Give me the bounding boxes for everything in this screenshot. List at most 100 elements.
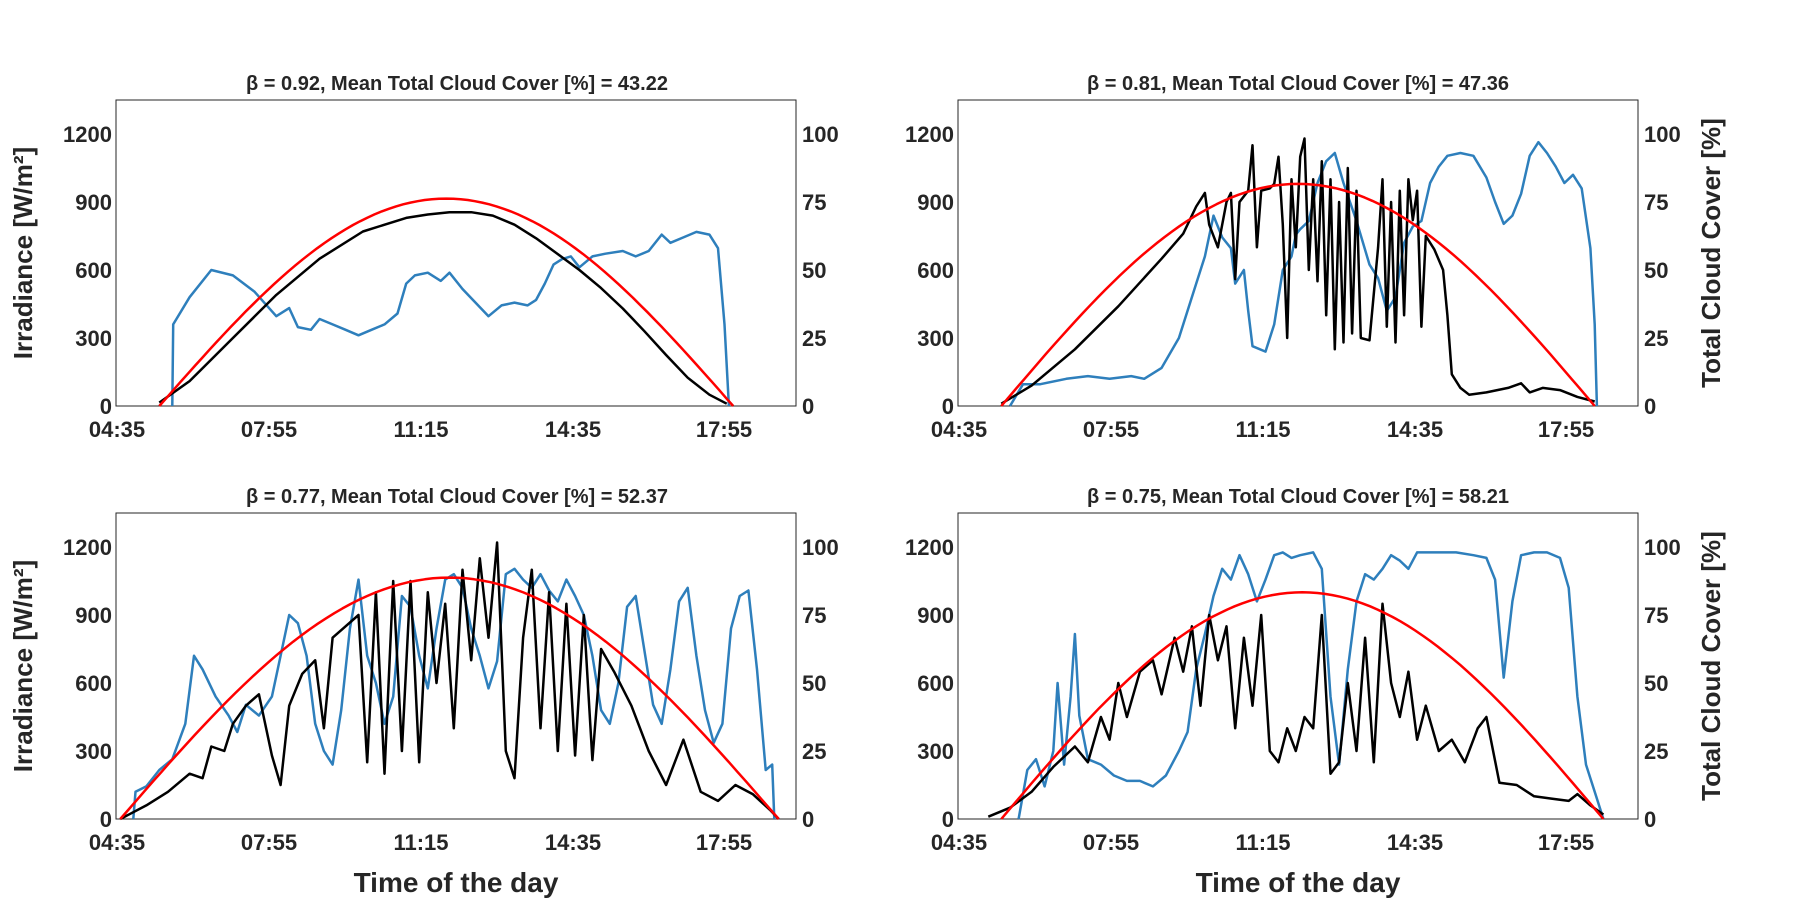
chart-panel-bottom-right: β = 0.75, Mean Total Cloud Cover [%] = 5… — [905, 486, 1726, 898]
x-tick-label: 14:35 — [1387, 417, 1443, 442]
series-clear-sky-irradiance — [119, 576, 780, 820]
x-tick-label: 07:55 — [241, 830, 297, 855]
series-clear-sky-irradiance — [158, 197, 735, 407]
y-tick-label: 900 — [917, 603, 954, 628]
x-axis-ticks: 04:35 07:55 11:15 14:35 17:55 — [89, 417, 752, 442]
y-tick-label: 0 — [942, 807, 954, 832]
x-tick-label: 04:35 — [89, 830, 145, 855]
y2-tick-label: 50 — [802, 258, 826, 283]
right-axis-ticks: 0 25 50 75 100 — [1644, 535, 1681, 832]
series-clear-sky-irradiance — [1000, 591, 1605, 820]
y2-tick-label: 25 — [802, 326, 826, 351]
y-tick-label: 300 — [917, 326, 954, 351]
left-axis-label: Irradiance [W/m²] — [8, 560, 38, 772]
series-clear-sky-irradiance — [1000, 182, 1596, 407]
y-tick-label: 1200 — [905, 535, 954, 560]
left-axis-ticks: 0 300 600 900 1200 — [905, 535, 954, 832]
x-tick-label: 11:15 — [393, 830, 448, 855]
chart-panel-bottom-left: β = 0.77, Mean Total Cloud Cover [%] = 5… — [8, 486, 839, 898]
y2-tick-label: 75 — [802, 603, 826, 628]
y-tick-label: 900 — [917, 190, 954, 215]
series-measured-irradiance — [1000, 137, 1596, 405]
right-axis-ticks: 0 25 50 75 100 — [1644, 122, 1681, 419]
x-axis-label: Time of the day — [1196, 867, 1401, 898]
y2-tick-label: 75 — [1644, 190, 1668, 215]
y-tick-label: 600 — [917, 671, 954, 696]
x-tick-label: 17:55 — [1538, 417, 1594, 442]
y2-tick-label: 0 — [1644, 807, 1656, 832]
plot-area — [115, 512, 797, 820]
y-tick-label: 600 — [917, 258, 954, 283]
left-axis-label: Irradiance [W/m²] — [8, 147, 38, 359]
y-tick-label: 300 — [75, 326, 112, 351]
series-measured-irradiance — [119, 541, 780, 821]
x-tick-label: 04:35 — [931, 830, 987, 855]
chart-panel-top-left: β = 0.92, Mean Total Cloud Cover [%] = 4… — [8, 73, 839, 442]
right-axis-ticks: 0 25 50 75 100 — [802, 122, 839, 419]
y-tick-label: 1200 — [63, 122, 112, 147]
y2-tick-label: 25 — [1644, 326, 1668, 351]
y-tick-label: 600 — [75, 671, 112, 696]
y2-tick-label: 0 — [1644, 394, 1656, 419]
left-axis-ticks: 0 300 600 900 1200 — [63, 122, 112, 419]
y-tick-label: 0 — [100, 807, 112, 832]
chart-title: β = 0.77, Mean Total Cloud Cover [%] = 5… — [246, 486, 668, 508]
plot-area — [115, 99, 797, 407]
series-group — [987, 551, 1605, 820]
x-tick-label: 14:35 — [1387, 830, 1443, 855]
x-tick-label: 07:55 — [1083, 830, 1139, 855]
y2-tick-label: 50 — [1644, 671, 1668, 696]
chart-title: β = 0.81, Mean Total Cloud Cover [%] = 4… — [1087, 73, 1509, 95]
series-group — [119, 541, 780, 821]
y2-tick-label: 50 — [802, 671, 826, 696]
y-tick-label: 900 — [75, 190, 112, 215]
x-axis-ticks: 04:35 07:55 11:15 14:35 17:55 — [931, 830, 1594, 855]
chart-title: β = 0.75, Mean Total Cloud Cover [%] = 5… — [1087, 486, 1509, 508]
series-measured-irradiance — [158, 210, 728, 405]
plot-area — [957, 99, 1639, 407]
series-cloud-cover — [1008, 140, 1599, 407]
x-tick-label: 04:35 — [89, 417, 145, 442]
y2-tick-label: 100 — [802, 535, 839, 560]
y2-tick-label: 0 — [802, 807, 814, 832]
left-axis-ticks: 0 300 600 900 1200 — [63, 535, 112, 832]
x-axis-label: Time of the day — [354, 867, 559, 898]
x-tick-label: 11:15 — [1235, 830, 1290, 855]
y-tick-label: 600 — [75, 258, 112, 283]
x-tick-label: 17:55 — [696, 830, 752, 855]
y2-tick-label: 50 — [1644, 258, 1668, 283]
x-tick-label: 11:15 — [393, 417, 448, 442]
series-measured-irradiance — [987, 602, 1605, 818]
x-axis-ticks: 04:35 07:55 11:15 14:35 17:55 — [931, 417, 1594, 442]
y-tick-label: 0 — [942, 394, 954, 419]
x-tick-label: 17:55 — [696, 417, 752, 442]
x-tick-label: 04:35 — [931, 417, 987, 442]
x-tick-label: 17:55 — [1538, 830, 1594, 855]
y-tick-label: 1200 — [905, 122, 954, 147]
x-axis-ticks: 04:35 07:55 11:15 14:35 17:55 — [89, 830, 752, 855]
x-tick-label: 07:55 — [1083, 417, 1139, 442]
y-tick-label: 900 — [75, 603, 112, 628]
left-axis-ticks: 0 300 600 900 1200 — [905, 122, 954, 419]
series-cloud-cover — [132, 567, 776, 820]
series-cloud-cover — [171, 230, 731, 407]
series-cloud-cover — [1017, 551, 1605, 820]
y-tick-label: 300 — [917, 739, 954, 764]
y-tick-label: 1200 — [63, 535, 112, 560]
y2-tick-label: 0 — [802, 394, 814, 419]
y-tick-label: 300 — [75, 739, 112, 764]
series-group — [1000, 137, 1599, 407]
right-axis-label: Total Cloud Cover [%] — [1696, 118, 1726, 388]
x-tick-label: 14:35 — [545, 417, 601, 442]
y2-tick-label: 100 — [1644, 535, 1681, 560]
y2-tick-label: 75 — [802, 190, 826, 215]
chart-panel-top-right: β = 0.81, Mean Total Cloud Cover [%] = 4… — [905, 73, 1726, 442]
plot-area — [957, 512, 1639, 820]
series-group — [158, 197, 735, 407]
x-tick-label: 11:15 — [1235, 417, 1290, 442]
y2-tick-label: 100 — [1644, 122, 1681, 147]
x-tick-label: 07:55 — [241, 417, 297, 442]
right-axis-ticks: 0 25 50 75 100 — [802, 535, 839, 832]
right-axis-label: Total Cloud Cover [%] — [1696, 531, 1726, 801]
